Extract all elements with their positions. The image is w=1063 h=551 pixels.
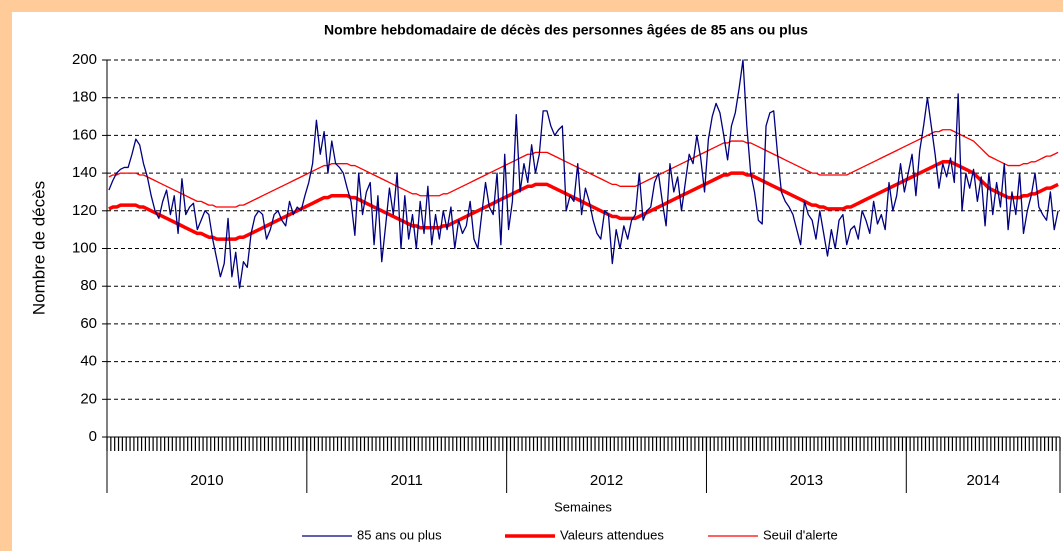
y-tick-label: 200 <box>72 51 97 68</box>
y-tick-label: 120 <box>72 202 97 219</box>
week-ticks <box>905 437 1061 451</box>
y-tick-label: 140 <box>72 164 97 181</box>
chart-area <box>12 12 1063 551</box>
legend-label: Seuil d'alerte <box>763 527 838 542</box>
year-label: 2011 <box>391 472 423 489</box>
year-label: 2010 <box>190 472 223 489</box>
y-tick-label: 160 <box>72 126 97 143</box>
year-label: 2013 <box>790 472 823 489</box>
y-tick-label: 40 <box>80 353 97 370</box>
year-label: 2012 <box>590 472 623 489</box>
data-line <box>108 129 1059 208</box>
y-tick-label: 100 <box>72 239 97 256</box>
data-line <box>108 59 1059 289</box>
y-tick-label: 60 <box>80 315 97 332</box>
chart-title: Nombre hebdomadaire de décès des personn… <box>324 22 808 38</box>
year-label: 2014 <box>966 472 999 489</box>
y-axis-label: Nombre de décès <box>29 181 48 315</box>
x-axis-label: Semaines <box>554 499 612 514</box>
y-tick-label: 20 <box>80 390 97 407</box>
y-tick-label: 0 <box>89 428 97 445</box>
y-tick-label: 180 <box>72 89 97 106</box>
y-tick-label: 80 <box>80 277 97 294</box>
legend-label: Valeurs attendues <box>560 527 664 542</box>
legend-label: 85 ans ou plus <box>357 527 442 542</box>
